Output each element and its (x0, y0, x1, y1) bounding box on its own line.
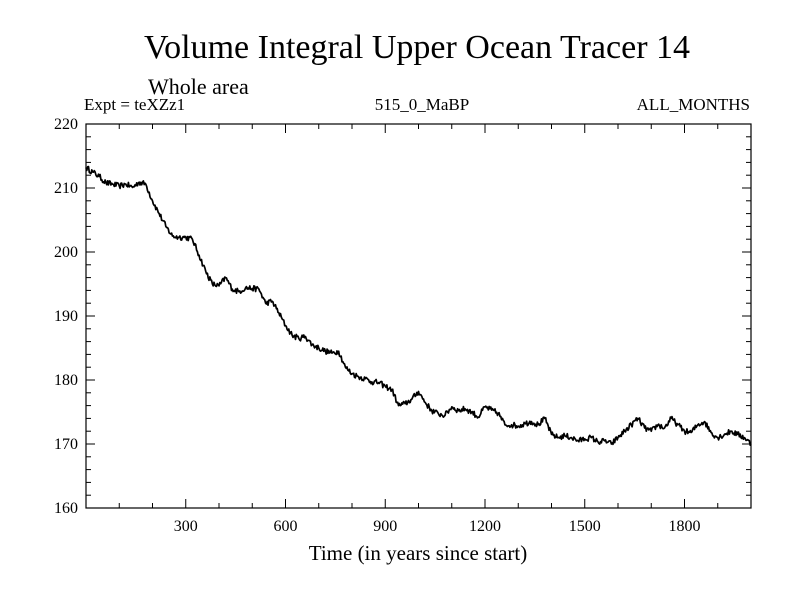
x-tick-label: 300 (174, 518, 198, 535)
x-tick-label: 1800 (669, 518, 701, 535)
x-tick-label: 1200 (469, 518, 501, 535)
y-tick-label: 220 (54, 116, 78, 133)
chart-title: Volume Integral Upper Ocean Tracer 14 (144, 29, 690, 66)
y-tick-label: 190 (54, 308, 78, 325)
y-tick-label: 200 (54, 244, 78, 261)
run-label: 515_0_MaBP (375, 95, 469, 114)
series-line (85, 165, 752, 447)
y-tick-label: 210 (54, 180, 78, 197)
x-tick-label: 1500 (569, 518, 601, 535)
y-tick-label: 170 (54, 436, 78, 453)
plot-frame (85, 123, 752, 509)
y-tick-label: 160 (54, 500, 78, 517)
months-label: ALL_MONTHS (637, 95, 750, 114)
y-tick-label: 180 (54, 372, 78, 389)
experiment-label: Expt = teXZz1 (84, 95, 185, 114)
chart-subtitle: Whole area (148, 74, 249, 99)
x-tick-label: 900 (373, 518, 397, 535)
x-tick-label: 600 (274, 518, 298, 535)
x-axis-label: Time (in years since start) (309, 541, 528, 565)
plot-area: 160 170 180 190 200 210 220 300 600 900 1200 1500 18… (54, 116, 752, 535)
